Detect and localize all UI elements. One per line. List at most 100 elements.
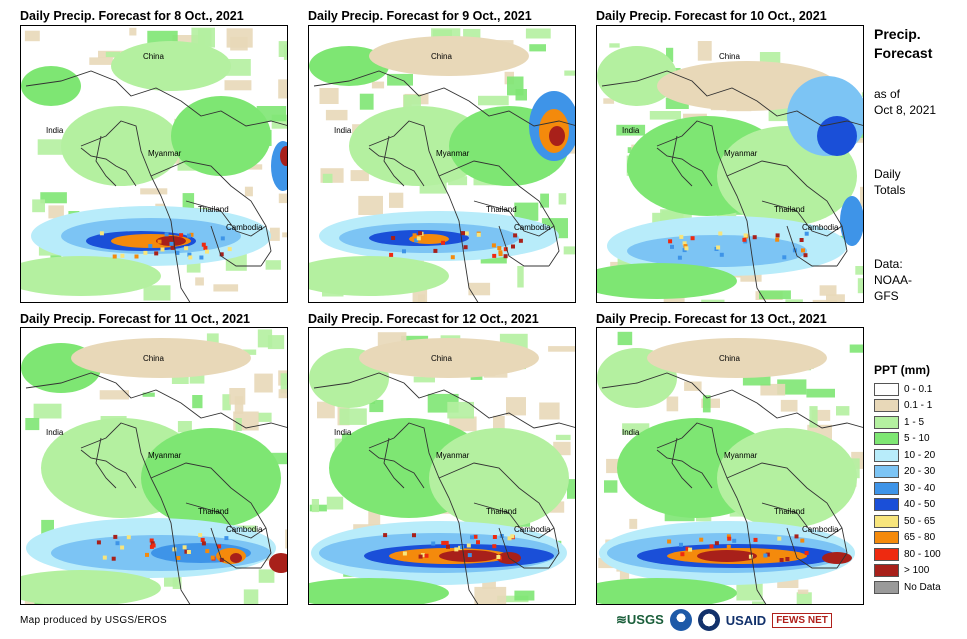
rain-patch (506, 397, 526, 416)
forecast-map-6: China India Myanmar Thailand Cambodia (596, 327, 864, 605)
rain-patch (89, 57, 113, 65)
panel-title-2: Daily Precip. Forecast for 9 Oct., 2021 (308, 9, 532, 23)
rain-pixel (746, 556, 751, 561)
usaid-logo: USAID (725, 612, 767, 628)
legend-item: 80 - 100 (874, 546, 941, 562)
as-of-value: Oct 8, 2021 (874, 103, 937, 117)
coastline (368, 147, 425, 187)
rain-pixel (433, 248, 438, 253)
legend-label: 10 - 20 (904, 449, 936, 461)
rain-pixel (112, 254, 117, 259)
rain-patch (622, 423, 650, 435)
rain-pixel (518, 238, 523, 243)
legend-label: 1 - 5 (904, 416, 925, 428)
legend-item: > 100 (874, 563, 941, 579)
rain-pixel (513, 233, 518, 238)
rain-pixel (187, 233, 191, 238)
rain-pixel (99, 231, 104, 236)
rain-cell (269, 553, 287, 573)
rain-pixel (682, 241, 687, 246)
rain-patch (448, 176, 468, 186)
rain-pixel (201, 541, 206, 546)
country-border (95, 135, 117, 187)
place-label-myanmar: Myanmar (148, 149, 182, 158)
rain-pixel (496, 555, 501, 559)
rain-pixel (752, 235, 757, 240)
rain-pixel (498, 252, 503, 257)
rain-patch (413, 376, 435, 383)
legend-swatch (874, 382, 899, 396)
rain-patch (855, 266, 863, 275)
map-svg: China India Myanmar Thailand Cambodia (597, 26, 863, 302)
rain-pixel (775, 237, 780, 242)
rain-patch (811, 409, 831, 421)
rain-patch (198, 28, 212, 47)
rain-pixel (431, 541, 436, 546)
rain-patch (701, 398, 720, 408)
rain-patch (514, 590, 535, 601)
rain-cell (309, 256, 449, 296)
usaid-seal-icon (697, 609, 720, 631)
legend-label: No Data (904, 581, 941, 593)
rain-pixel (748, 554, 753, 559)
data-line2: NOAA- (874, 273, 913, 287)
rain-pixel (402, 249, 406, 254)
rain-cell (647, 338, 827, 378)
rain-patch (319, 88, 339, 104)
rain-patch (785, 299, 803, 302)
rain-patch (244, 186, 253, 197)
rain-pixel (684, 246, 689, 251)
place-label-china: China (143, 354, 164, 363)
rain-pixel (777, 536, 782, 541)
rain-cell (156, 236, 186, 246)
map-svg: China India Myanmar Thailand Cambodia (309, 26, 575, 302)
place-label-cambodia: Cambodia (514, 223, 551, 232)
legend-swatch (874, 415, 899, 429)
rain-pixel (726, 544, 731, 549)
country-border (438, 160, 560, 267)
rain-patch (507, 76, 524, 96)
rain-pixel (510, 534, 515, 539)
rain-pixel (120, 253, 125, 258)
rain-pixel (164, 232, 169, 237)
daily-totals: Daily Totals (874, 166, 905, 198)
country-border (761, 200, 843, 237)
rain-patch (48, 205, 64, 219)
legend-item: 0 - 0.1 (874, 381, 941, 397)
rain-patch (195, 277, 204, 286)
country-border (383, 135, 405, 187)
rain-pixel (470, 535, 474, 540)
rain-patch (24, 30, 40, 42)
country-border (761, 502, 843, 539)
place-label-cambodia: Cambodia (802, 525, 839, 534)
country-border (150, 160, 272, 267)
map-svg: China India Myanmar Thailand Cambodia (21, 328, 287, 604)
rain-patch (182, 193, 195, 215)
rain-patch (603, 98, 615, 104)
country-border (671, 437, 693, 489)
legend-swatch (874, 448, 899, 462)
rain-pixel (134, 254, 139, 259)
coastline (80, 449, 137, 489)
logo-strip: ≋USGS USAID FEWS NET (616, 606, 862, 634)
rain-pixel (732, 538, 737, 543)
rain-pixel (466, 543, 471, 548)
as-of-date: as of Oct 8, 2021 (874, 86, 936, 118)
rain-cell (280, 146, 287, 166)
country-border (671, 135, 693, 187)
rain-pixel (444, 540, 449, 545)
rain-patch (37, 139, 64, 155)
rain-patch (226, 28, 253, 48)
forecast-map-4: China India Myanmar Thailand Cambodia (20, 327, 288, 605)
rain-pixel (115, 541, 120, 546)
place-label-cambodia: Cambodia (226, 223, 263, 232)
rain-patch (235, 418, 242, 431)
legend-swatch (874, 514, 899, 528)
rain-pixel (150, 541, 155, 546)
rain-patch (431, 28, 461, 39)
rain-pixel (497, 246, 502, 251)
rain-pixel (503, 254, 508, 259)
place-label-india: India (46, 428, 64, 437)
legend-label: 80 - 100 (904, 548, 941, 560)
rain-patch (697, 41, 712, 61)
